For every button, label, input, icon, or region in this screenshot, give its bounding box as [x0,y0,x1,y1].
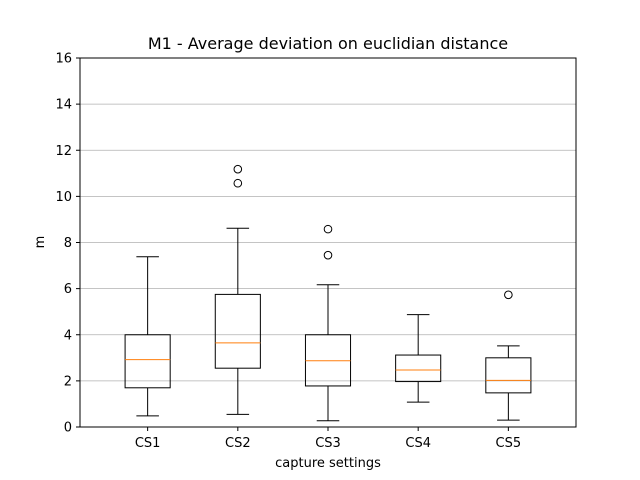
box-cs5 [485,290,532,421]
outlier-point [323,250,333,260]
box-cs1 [124,256,171,417]
outlier-point [233,164,243,174]
gridlines [80,103,576,382]
box-iqr [124,334,171,389]
box-cs2 [214,164,261,415]
y-axis-title: m [33,236,48,249]
x-tick-label: CS1 [135,436,161,451]
y-tick-label: 2 [64,374,72,389]
outlier-point [323,224,333,234]
box-cs3 [304,224,352,422]
y-tick-label: 10 [55,190,72,205]
outlier-point [233,178,243,188]
y-tick-label: 6 [64,282,72,297]
x-tick-label: CS4 [405,436,431,451]
x-tick-label: CS2 [225,436,251,451]
x-axis-title: capture settings [275,456,381,471]
box-iqr [214,293,261,369]
box-iqr [485,357,532,394]
x-tick-label: CS3 [315,436,341,451]
y-tick-label: 14 [55,98,72,113]
box-iqr [395,354,442,383]
y-tick-label: 4 [64,328,72,343]
y-tick-label: 12 [55,144,72,159]
outlier-point [504,290,513,300]
x-tick-label: CS5 [496,436,522,451]
y-tick-label: 0 [64,421,72,436]
chart-title: M1 - Average deviation on euclidian dist… [148,34,508,53]
axes: 0 2 4 6 8 10 12 14 16 CS1 CS2 CS3 CS4 CS5 [55,52,521,452]
box-series [124,164,532,422]
y-tick-label: 16 [55,52,72,67]
box-cs4 [395,314,442,403]
y-tick-label: 8 [64,236,72,251]
